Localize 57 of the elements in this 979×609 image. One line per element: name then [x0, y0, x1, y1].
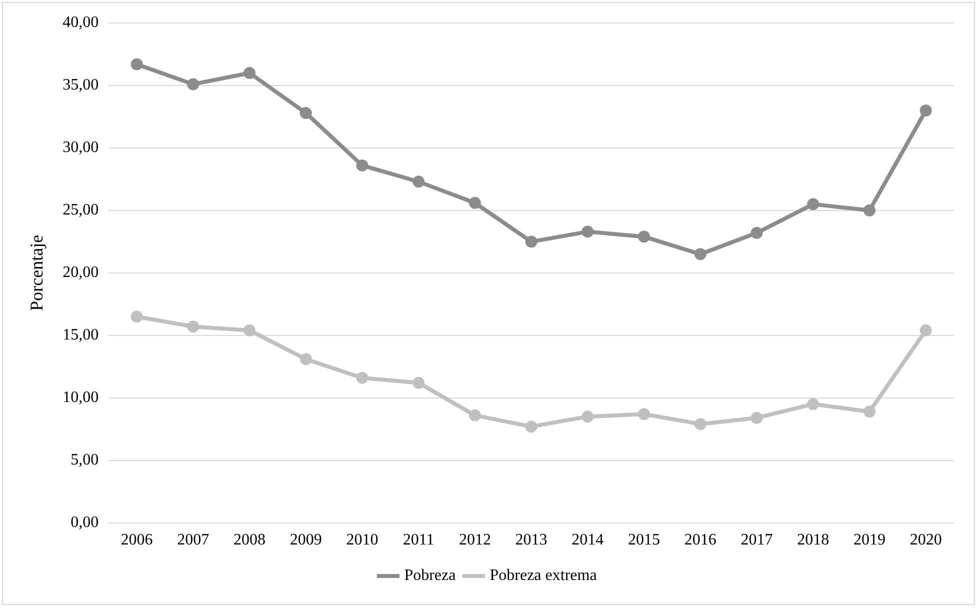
point	[244, 324, 256, 336]
point	[412, 176, 425, 188]
x-tick-label: 2014	[572, 532, 604, 549]
point	[863, 204, 876, 216]
point	[130, 310, 143, 323]
point	[300, 106, 312, 119]
y-axis-title: Porcentaje	[26, 234, 47, 311]
point	[582, 410, 594, 423]
point	[920, 324, 932, 336]
y-tick-label: 40,00	[62, 14, 99, 32]
point	[750, 226, 763, 239]
x-tick-label: 2011	[402, 532, 434, 549]
y-tick-label: 15,00	[62, 326, 99, 344]
point	[356, 159, 368, 172]
y-tick-label: 5,00	[70, 452, 99, 469]
point	[694, 248, 706, 260]
y-tick-label: 0,00	[70, 514, 99, 532]
y-tick-label: 10,00	[62, 389, 99, 406]
x-tick-label: 2009	[290, 532, 322, 549]
point	[300, 353, 312, 366]
x-tick-label: 2018	[797, 532, 830, 549]
point	[807, 198, 820, 210]
point	[582, 226, 594, 238]
point	[920, 104, 932, 116]
point	[468, 196, 481, 209]
x-tick-label: 2015	[628, 532, 660, 549]
point	[750, 412, 763, 424]
point	[187, 78, 200, 90]
x-tick-label: 2010	[346, 532, 378, 549]
x-tick-label: 2016	[684, 532, 716, 549]
x-tick-label: 2017	[740, 532, 773, 549]
point	[130, 58, 143, 70]
y-tick-label: 30,00	[62, 139, 99, 156]
point	[694, 418, 706, 430]
point	[468, 409, 481, 422]
point	[863, 406, 876, 418]
x-tick-label: 2008	[234, 532, 266, 549]
y-tick-label: 20,00	[62, 264, 99, 282]
x-tick-label: 2013	[515, 532, 548, 549]
x-tick-label: 2007	[177, 532, 210, 549]
y-tick-label: 35,00	[62, 76, 99, 94]
y-tick-label: 25,00	[62, 202, 99, 219]
point	[356, 372, 368, 384]
point	[638, 230, 650, 243]
x-tick-label: 2012	[458, 532, 491, 549]
point	[187, 320, 200, 333]
legend-label: Pobreza	[404, 567, 456, 584]
x-tick-label: 2019	[853, 532, 886, 549]
point	[638, 408, 650, 420]
point	[525, 420, 538, 433]
point	[525, 236, 538, 248]
point	[412, 376, 425, 389]
x-tick-label: 2006	[120, 532, 153, 549]
x-tick-label: 2020	[910, 532, 942, 549]
point	[807, 398, 820, 410]
point	[244, 66, 256, 79]
legend-label: Pobreza extrema	[490, 567, 597, 584]
